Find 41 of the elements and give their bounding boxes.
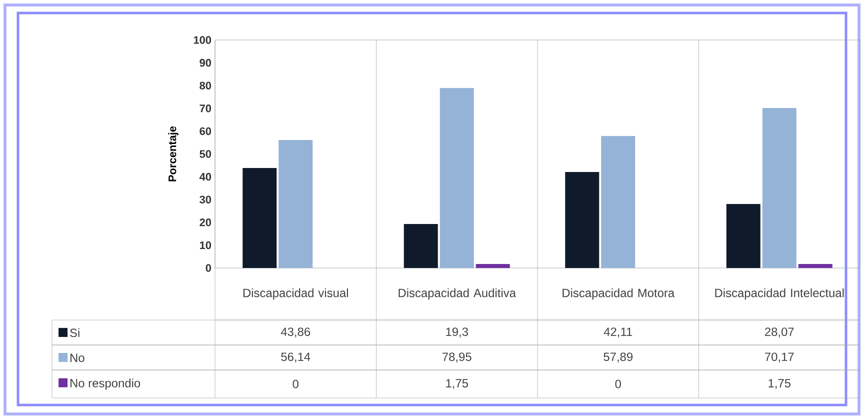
y-tick-label: 50: [200, 150, 212, 158]
bar: [476, 264, 510, 268]
bar: [404, 224, 438, 268]
bar: [798, 264, 832, 268]
legend-label: No: [70, 354, 84, 362]
y-tick-label: 70: [200, 104, 212, 112]
x-tick-label: Discapacidad Auditiva: [398, 288, 516, 300]
y-tick-label: 0: [206, 264, 212, 272]
x-tick-label: Discapacidad visual: [243, 288, 348, 300]
y-tick-label: 90: [200, 58, 212, 67]
y-tick-label: 80: [200, 82, 212, 90]
data-label: 1,75: [768, 379, 791, 389]
data-label: 1,75: [446, 379, 468, 389]
data-label: 57,89: [604, 352, 633, 362]
y-tick-label: 30: [200, 196, 212, 204]
y-tick-label: 10: [200, 241, 212, 250]
data-label: 19,3: [446, 328, 468, 338]
bar: [278, 140, 313, 268]
y-tick-label: 40: [199, 172, 212, 181]
bar: [440, 88, 474, 268]
data-label: 43,86: [280, 328, 310, 338]
data-label: 0: [615, 380, 621, 388]
bar: [726, 204, 760, 268]
legend-label: No respondio: [70, 378, 140, 390]
bar: [565, 172, 600, 268]
legend-label: Si: [70, 328, 80, 338]
x-tick-label: Discapacidad Intelectual: [715, 288, 844, 300]
x-tick-label: Discapacidad Motora: [562, 288, 675, 300]
bar: [242, 168, 277, 268]
data-label: 78,95: [442, 352, 472, 362]
bar: [762, 108, 796, 268]
y-tick-label: 60: [200, 127, 212, 136]
data-label: 0: [292, 380, 298, 388]
data-label: 28,07: [765, 328, 794, 338]
y-tick-label: 100: [194, 36, 212, 44]
data-label: 42,11: [604, 328, 632, 338]
y-axis-title: Porcentaje: [168, 126, 178, 182]
data-label: 56,14: [281, 352, 310, 362]
y-tick-label: 20: [200, 218, 212, 226]
data-label: 70,17: [765, 352, 794, 362]
bar: [601, 136, 636, 268]
